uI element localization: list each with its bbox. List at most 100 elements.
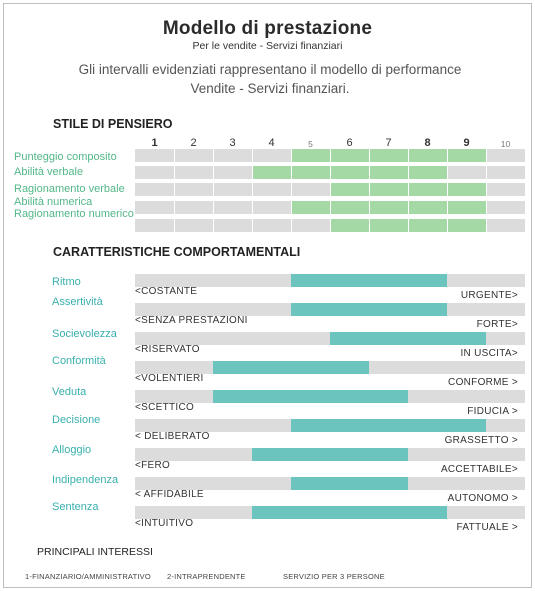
thinking-row-label: Ragionamento numerico [14,208,134,220]
behavior-row-label: Sentenza [52,501,99,513]
behavior-bar-track [135,332,525,345]
behavior-range-fill [330,332,486,345]
grid-separator [369,166,370,179]
behavior-range-fill [252,506,447,519]
grid-separator [486,183,487,196]
grid-separator [447,149,448,162]
behavior-range-fill [291,274,447,287]
right-pole-label: AUTONOMO > [447,493,518,504]
scale-number: 8 [424,137,431,149]
grid-separator [486,219,487,232]
grid-separator [291,183,292,196]
grid-separator [330,219,331,232]
left-pole-label: <RISERVATO [135,344,200,355]
behavior-range-fill [291,303,447,316]
behavior-row-label: Veduta [52,386,87,398]
thinking-row-label: Punteggio composito [14,151,117,163]
behavior-bar-track [135,477,525,490]
grid-separator [252,166,253,179]
grid-separator [291,149,292,162]
behavior-bar-track [135,448,525,461]
right-pole-label: URGENTE> [460,290,518,301]
grid-separator [486,149,487,162]
grid-separator [447,219,448,232]
behavior-bar-track [135,361,525,374]
grid-separator [330,183,331,196]
scale-number: 5 [308,139,313,149]
left-pole-label: <SENZA PRESTAZIONI [135,315,248,326]
right-pole-label: FORTE> [476,319,518,330]
thinking-row-label: Abilità verbale [14,166,84,178]
grid-separator [252,201,253,214]
scale-number: 4 [268,137,275,149]
behavior-row-label: Ritmo [52,276,81,288]
behavior-bar-track [135,506,525,519]
grid-separator [486,201,487,214]
grid-separator [447,166,448,179]
left-pole-label: <FERO [135,460,171,471]
grid-separator [330,201,331,214]
grid-separator [174,219,175,232]
behavior-heading: CARATTERISTICHE COMPORTAMENTALI [53,245,301,259]
interest-item: SERVIZIO PER 3 PERSONE [283,572,385,581]
right-pole-label: GRASSETTO > [444,435,518,446]
behavior-bar-track [135,274,525,287]
scale-number: 3 [229,137,236,149]
grid-separator [330,166,331,179]
interest-item: 1-FINANZIARIO/AMMINISTRATIVO [25,572,151,581]
grid-separator [369,201,370,214]
grid-separator [291,201,292,214]
scale-number: 7 [385,137,392,149]
behavior-bar-track [135,419,525,432]
grid-separator [291,166,292,179]
grid-separator [174,183,175,196]
thinking-range-fill [291,201,486,214]
left-pole-label: < DELIBERATO [135,431,210,442]
right-pole-label: FATTUALE > [456,522,518,533]
interests-heading: PRINCIPALI INTERESSI [37,546,153,558]
grid-separator [486,166,487,179]
grid-separator [408,183,409,196]
thinking-bar-track [135,166,525,179]
scale-number: 10 [500,139,511,149]
behavior-row-label: Indipendenza [52,474,119,486]
thinking-row-label: Abilità numerica [14,196,93,208]
thinking-range-fill [291,149,486,162]
grid-separator [252,183,253,196]
report-frame [3,3,532,588]
grid-separator [213,201,214,214]
behavior-range-fill [291,477,408,490]
scale-number: 2 [190,137,197,149]
behavior-range-fill [252,448,408,461]
thinking-bar-track [135,219,525,232]
grid-separator [213,149,214,162]
left-pole-label: <SCETTICO [135,402,195,413]
scale-number: 1 [151,137,158,149]
grid-separator [369,183,370,196]
behavior-range-fill [213,361,369,374]
grid-separator [447,201,448,214]
grid-separator [408,201,409,214]
thinking-bar-track [135,183,525,196]
grid-separator [408,219,409,232]
scale-number: 6 [346,137,353,149]
thinking-row-label: Ragionamento verbale [14,183,125,195]
thinking-range-fill [252,166,447,179]
left-pole-label: <COSTANTE [135,286,198,297]
grid-separator [252,219,253,232]
grid-separator [408,149,409,162]
grid-separator [330,149,331,162]
grid-separator [252,149,253,162]
grid-separator [291,219,292,232]
grid-separator [408,166,409,179]
left-pole-label: <INTUITIVO [135,518,194,529]
behavior-bar-track [135,390,525,403]
scale-number: 9 [463,137,470,149]
behavior-range-fill [213,390,408,403]
right-pole-label: ACCETTABILE> [440,464,518,475]
grid-separator [213,219,214,232]
behavior-bar-track [135,303,525,316]
left-pole-label: < AFFIDABILE [135,489,204,500]
page-title: Modello di prestazione [162,18,373,39]
page-subtitle: Per le vendite - Servizi finanziari [192,40,343,52]
